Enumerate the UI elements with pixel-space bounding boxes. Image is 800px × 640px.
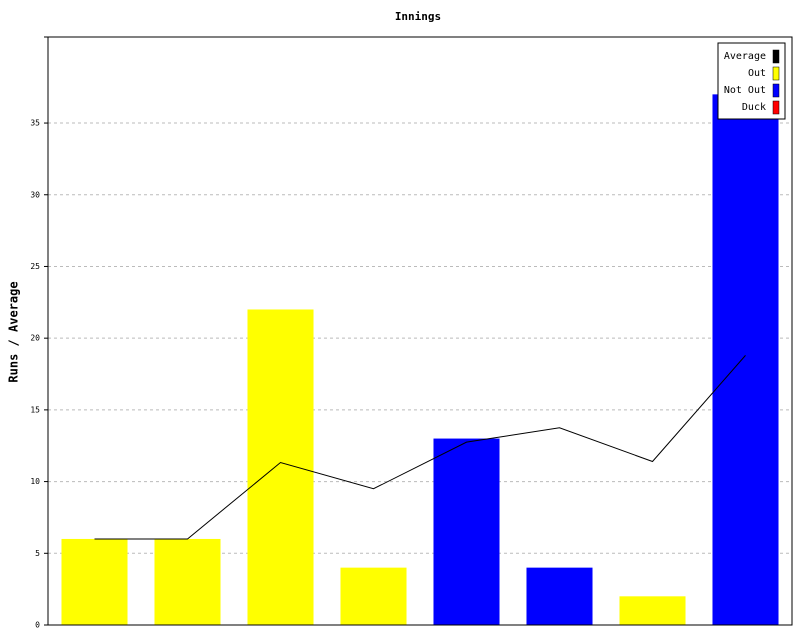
y-tick-label: 15 xyxy=(30,405,40,414)
legend-swatch xyxy=(772,49,780,64)
bar xyxy=(61,538,128,625)
legend-swatch xyxy=(772,66,780,81)
legend-label: Duck xyxy=(742,102,766,113)
bar xyxy=(154,538,221,625)
legend-swatch xyxy=(772,100,780,115)
bar xyxy=(619,596,686,625)
y-tick-label: 5 xyxy=(35,549,40,558)
bar xyxy=(712,94,779,626)
plot-frame xyxy=(47,36,793,626)
bar xyxy=(247,309,314,625)
y-tick-label: 10 xyxy=(30,477,40,486)
legend-label: Out xyxy=(748,68,766,79)
y-axis-label: Runs / Average xyxy=(7,281,21,382)
y-tick-label: 0 xyxy=(35,621,40,630)
bar xyxy=(433,438,500,625)
legend-swatch xyxy=(772,83,780,98)
y-tick-label: 20 xyxy=(30,334,40,343)
y-tick-label: 35 xyxy=(30,119,40,128)
legend-label: Average xyxy=(724,51,766,62)
y-tick-label: 30 xyxy=(30,190,40,199)
y-tick-label: 25 xyxy=(30,262,40,271)
average-line xyxy=(94,355,746,540)
bar xyxy=(526,567,593,625)
chart-title: Innings xyxy=(395,10,441,23)
bar xyxy=(340,567,407,625)
legend-label: Not Out xyxy=(724,85,766,96)
